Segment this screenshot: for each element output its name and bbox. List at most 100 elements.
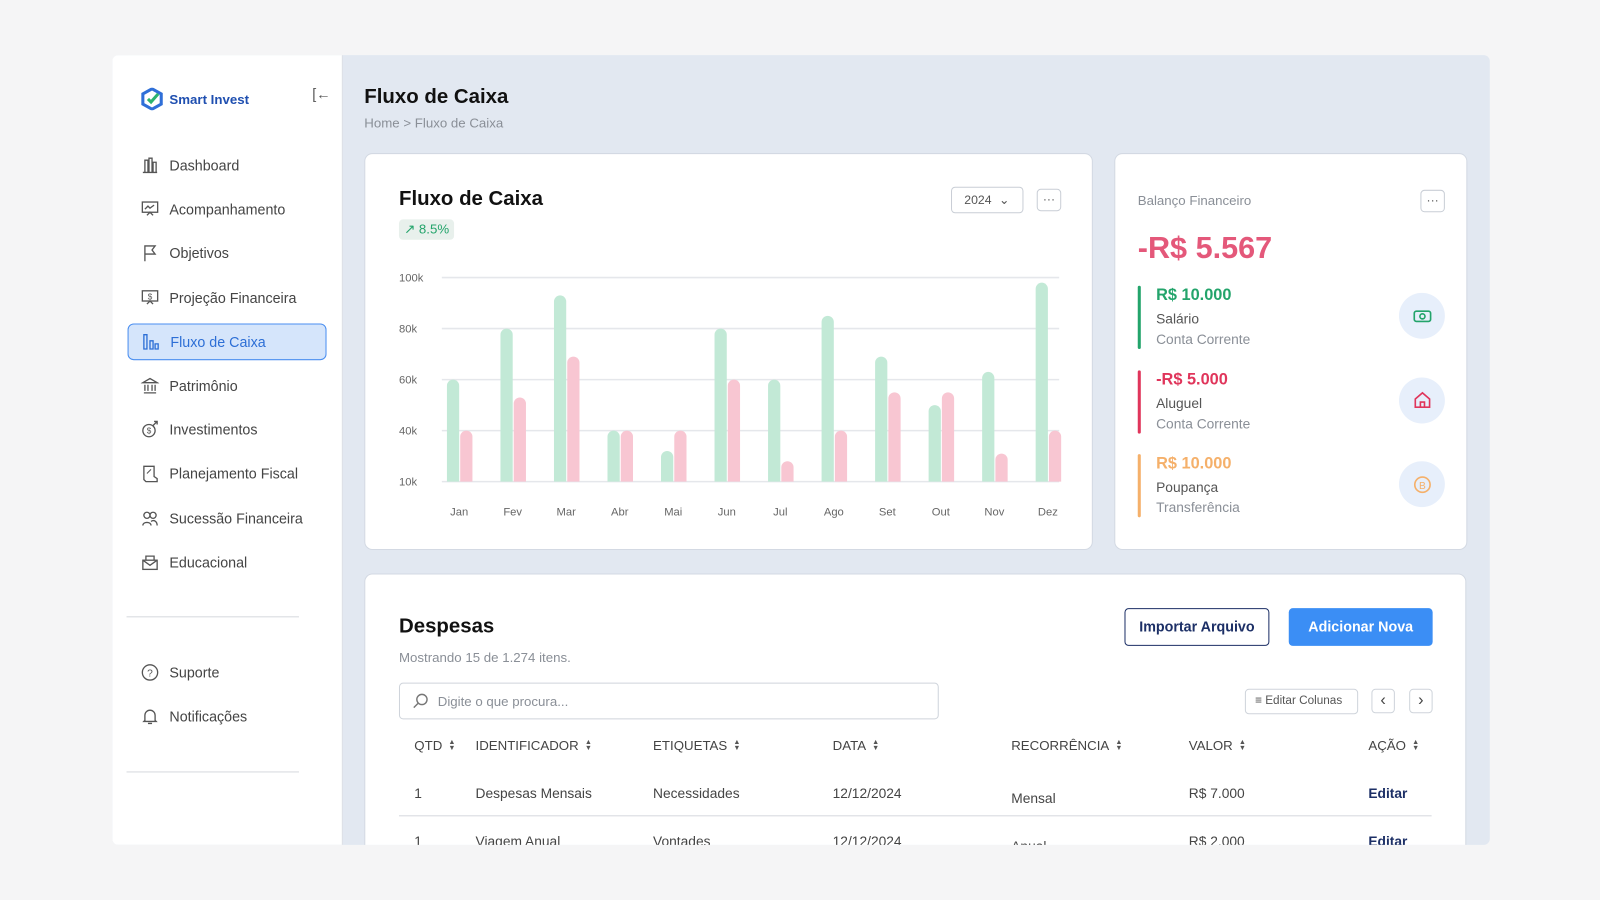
- bar-expense-dez[interactable]: [1048, 430, 1062, 482]
- column-header[interactable]: IDENTIFICADOR ▲ ▼: [476, 738, 592, 753]
- add-new-button[interactable]: Adicionar Nova: [1288, 608, 1433, 646]
- table-cell: R$ 7.000: [1188, 785, 1245, 802]
- bar-income-nov[interactable]: [982, 371, 995, 482]
- sidebar-item-label: Fluxo de Caixa: [170, 333, 266, 350]
- balance-item-name: Aluguel: [1156, 395, 1203, 411]
- column-header[interactable]: VALOR ▲ ▼: [1189, 738, 1246, 753]
- sort-icon: ▲ ▼: [872, 738, 880, 752]
- bar-expense-fev[interactable]: [513, 397, 526, 482]
- balance-item-amount: R$ 10.000: [1156, 455, 1232, 473]
- sidebar-item-educacional[interactable]: Educacional: [128, 544, 327, 581]
- sidebar-item-fluxo-de-caixa[interactable]: Fluxo de Caixa: [127, 323, 327, 360]
- column-header[interactable]: AÇÃO ▲ ▼: [1368, 738, 1419, 753]
- year-select[interactable]: 2024 ⌄: [951, 186, 1024, 214]
- chevron-down-icon: ⌄: [999, 192, 1010, 208]
- edit-link[interactable]: Editar: [1368, 833, 1408, 845]
- bar-income-dez[interactable]: [1035, 282, 1048, 482]
- x-tick-label: Fev: [503, 506, 522, 518]
- x-tick-label: Jan: [450, 506, 468, 518]
- balance-title: Balanço Financeiro: [1137, 192, 1252, 209]
- sidebar-item-investimentos[interactable]: $ Investimentos: [128, 411, 327, 448]
- sidebar-item-label: Sucessão Financeira: [169, 509, 303, 527]
- chart-more-button[interactable]: ···: [1036, 188, 1062, 212]
- bar-income-jun[interactable]: [714, 328, 727, 482]
- bar-expense-jul[interactable]: [781, 461, 794, 482]
- bar-expense-out[interactable]: [941, 392, 955, 482]
- divider: [126, 616, 299, 618]
- column-header[interactable]: QTD ▲ ▼: [414, 738, 455, 753]
- collapse-sidebar-icon[interactable]: [←: [312, 85, 331, 103]
- sidebar-item-acompanhamento[interactable]: Acompanhamento: [128, 191, 327, 228]
- search-input[interactable]: Digite o que procura...: [398, 682, 939, 720]
- column-header-label: ETIQUETAS: [653, 737, 728, 754]
- help-icon: ?: [141, 664, 159, 681]
- bar-income-jul[interactable]: [768, 379, 781, 482]
- bank-icon: [140, 377, 160, 394]
- import-file-button[interactable]: Importar Arquivo: [1124, 608, 1270, 646]
- breadcrumb[interactable]: Home > Fluxo de Caixa: [364, 115, 504, 131]
- table-cell: Anual: [1011, 839, 1046, 845]
- logo-icon: [141, 87, 163, 111]
- sort-icon: ▲ ▼: [1412, 738, 1420, 752]
- bar-expense-jan[interactable]: [460, 430, 473, 482]
- edit-columns-button[interactable]: ≡ Editar Colunas: [1244, 688, 1359, 715]
- column-header[interactable]: DATA ▲ ▼: [833, 738, 880, 753]
- next-page-button[interactable]: ›: [1409, 688, 1433, 714]
- bar-income-fev[interactable]: [500, 328, 513, 482]
- bar-income-abr[interactable]: [607, 430, 620, 482]
- page-title: Fluxo de Caixa: [364, 85, 509, 109]
- balance-item-name: Salário: [1156, 311, 1200, 327]
- bar-expense-abr[interactable]: [620, 430, 634, 482]
- balance-more-button[interactable]: ···: [1420, 189, 1445, 213]
- sidebar-item-sucessao-financeira[interactable]: Sucessão Financeira: [128, 500, 327, 537]
- balance-item-accent: [1137, 285, 1141, 349]
- filter-lines-icon: ≡: [1255, 694, 1262, 708]
- balance-item-icon-circle: B: [1398, 461, 1445, 508]
- bar-income-ago[interactable]: [821, 315, 834, 482]
- x-tick-label: Abr: [611, 506, 629, 518]
- table-cell: Despesas Mensais: [475, 785, 592, 802]
- bar-expense-set[interactable]: [888, 392, 901, 482]
- balance-item-amount: -R$ 5.000: [1156, 370, 1228, 389]
- sidebar-item-dashboard[interactable]: Dashboard: [128, 147, 327, 184]
- balance-item-icon-circle: [1398, 377, 1445, 423]
- x-tick-label: Jul: [773, 506, 787, 518]
- cashflow-chart-card: Fluxo de Caixa ↗ 8.5% 2024 ⌄ ··· 10k 40k 6…: [364, 153, 1093, 550]
- sidebar-item-label: Notificações: [169, 708, 248, 725]
- bar-expense-jun[interactable]: [727, 379, 741, 482]
- column-header[interactable]: RECORRÊNCIA ▲ ▼: [1011, 738, 1122, 753]
- sidebar-item-projecao-financeira[interactable]: $ Projeção Financeira: [128, 279, 327, 316]
- app-window: Smart Invest [← Dashboard Acompanhamento O…: [112, 55, 1490, 845]
- bar-income-mar[interactable]: [553, 295, 567, 482]
- edit-link[interactable]: Editar: [1368, 785, 1408, 802]
- sort-icon: ▲ ▼: [1115, 738, 1123, 752]
- bar-expense-mai[interactable]: [674, 430, 687, 482]
- x-tick-label: Out: [932, 506, 951, 518]
- bar-expense-nov[interactable]: [995, 453, 1008, 482]
- x-tick-label: Nov: [984, 506, 1004, 518]
- bar-expense-mar[interactable]: [567, 356, 580, 482]
- column-header[interactable]: ETIQUETAS ▲ ▼: [653, 738, 740, 753]
- chevron-right-icon: ›: [1418, 691, 1424, 710]
- sidebar-item-label: Investimentos: [169, 421, 258, 438]
- table-cell: Mensal: [1011, 790, 1056, 807]
- bar-income-out[interactable]: [928, 405, 941, 482]
- chevron-left-icon: ‹: [1380, 691, 1386, 710]
- sidebar-item-planejamento-fiscal[interactable]: Planejamento Fiscal: [128, 455, 327, 492]
- balance-item-account: Conta Corrente: [1156, 415, 1251, 432]
- balance-card: Balanço Financeiro ··· -R$ 5.567 R$ 10.0…: [1114, 153, 1468, 550]
- balance-item-account: Transferência: [1156, 499, 1240, 516]
- prev-page-button[interactable]: ‹: [1371, 688, 1395, 714]
- bar-expense-ago[interactable]: [834, 430, 848, 482]
- sidebar-item-label: Patrimônio: [169, 377, 238, 394]
- sidebar-item-notificacoes[interactable]: Notificações: [128, 698, 327, 735]
- bar-income-jan[interactable]: [446, 379, 460, 482]
- bar-income-set[interactable]: [875, 356, 888, 482]
- brand-logo[interactable]: Smart Invest: [141, 87, 249, 111]
- home-icon: [1413, 391, 1430, 408]
- column-header-label: DATA: [832, 737, 867, 754]
- sidebar-item-patrimonio[interactable]: Patrimônio: [128, 367, 327, 404]
- sidebar-item-objetivos[interactable]: Objetivos: [128, 235, 327, 272]
- bar-income-mai[interactable]: [661, 451, 674, 482]
- sidebar-item-suporte[interactable]: ? Suporte: [128, 654, 327, 691]
